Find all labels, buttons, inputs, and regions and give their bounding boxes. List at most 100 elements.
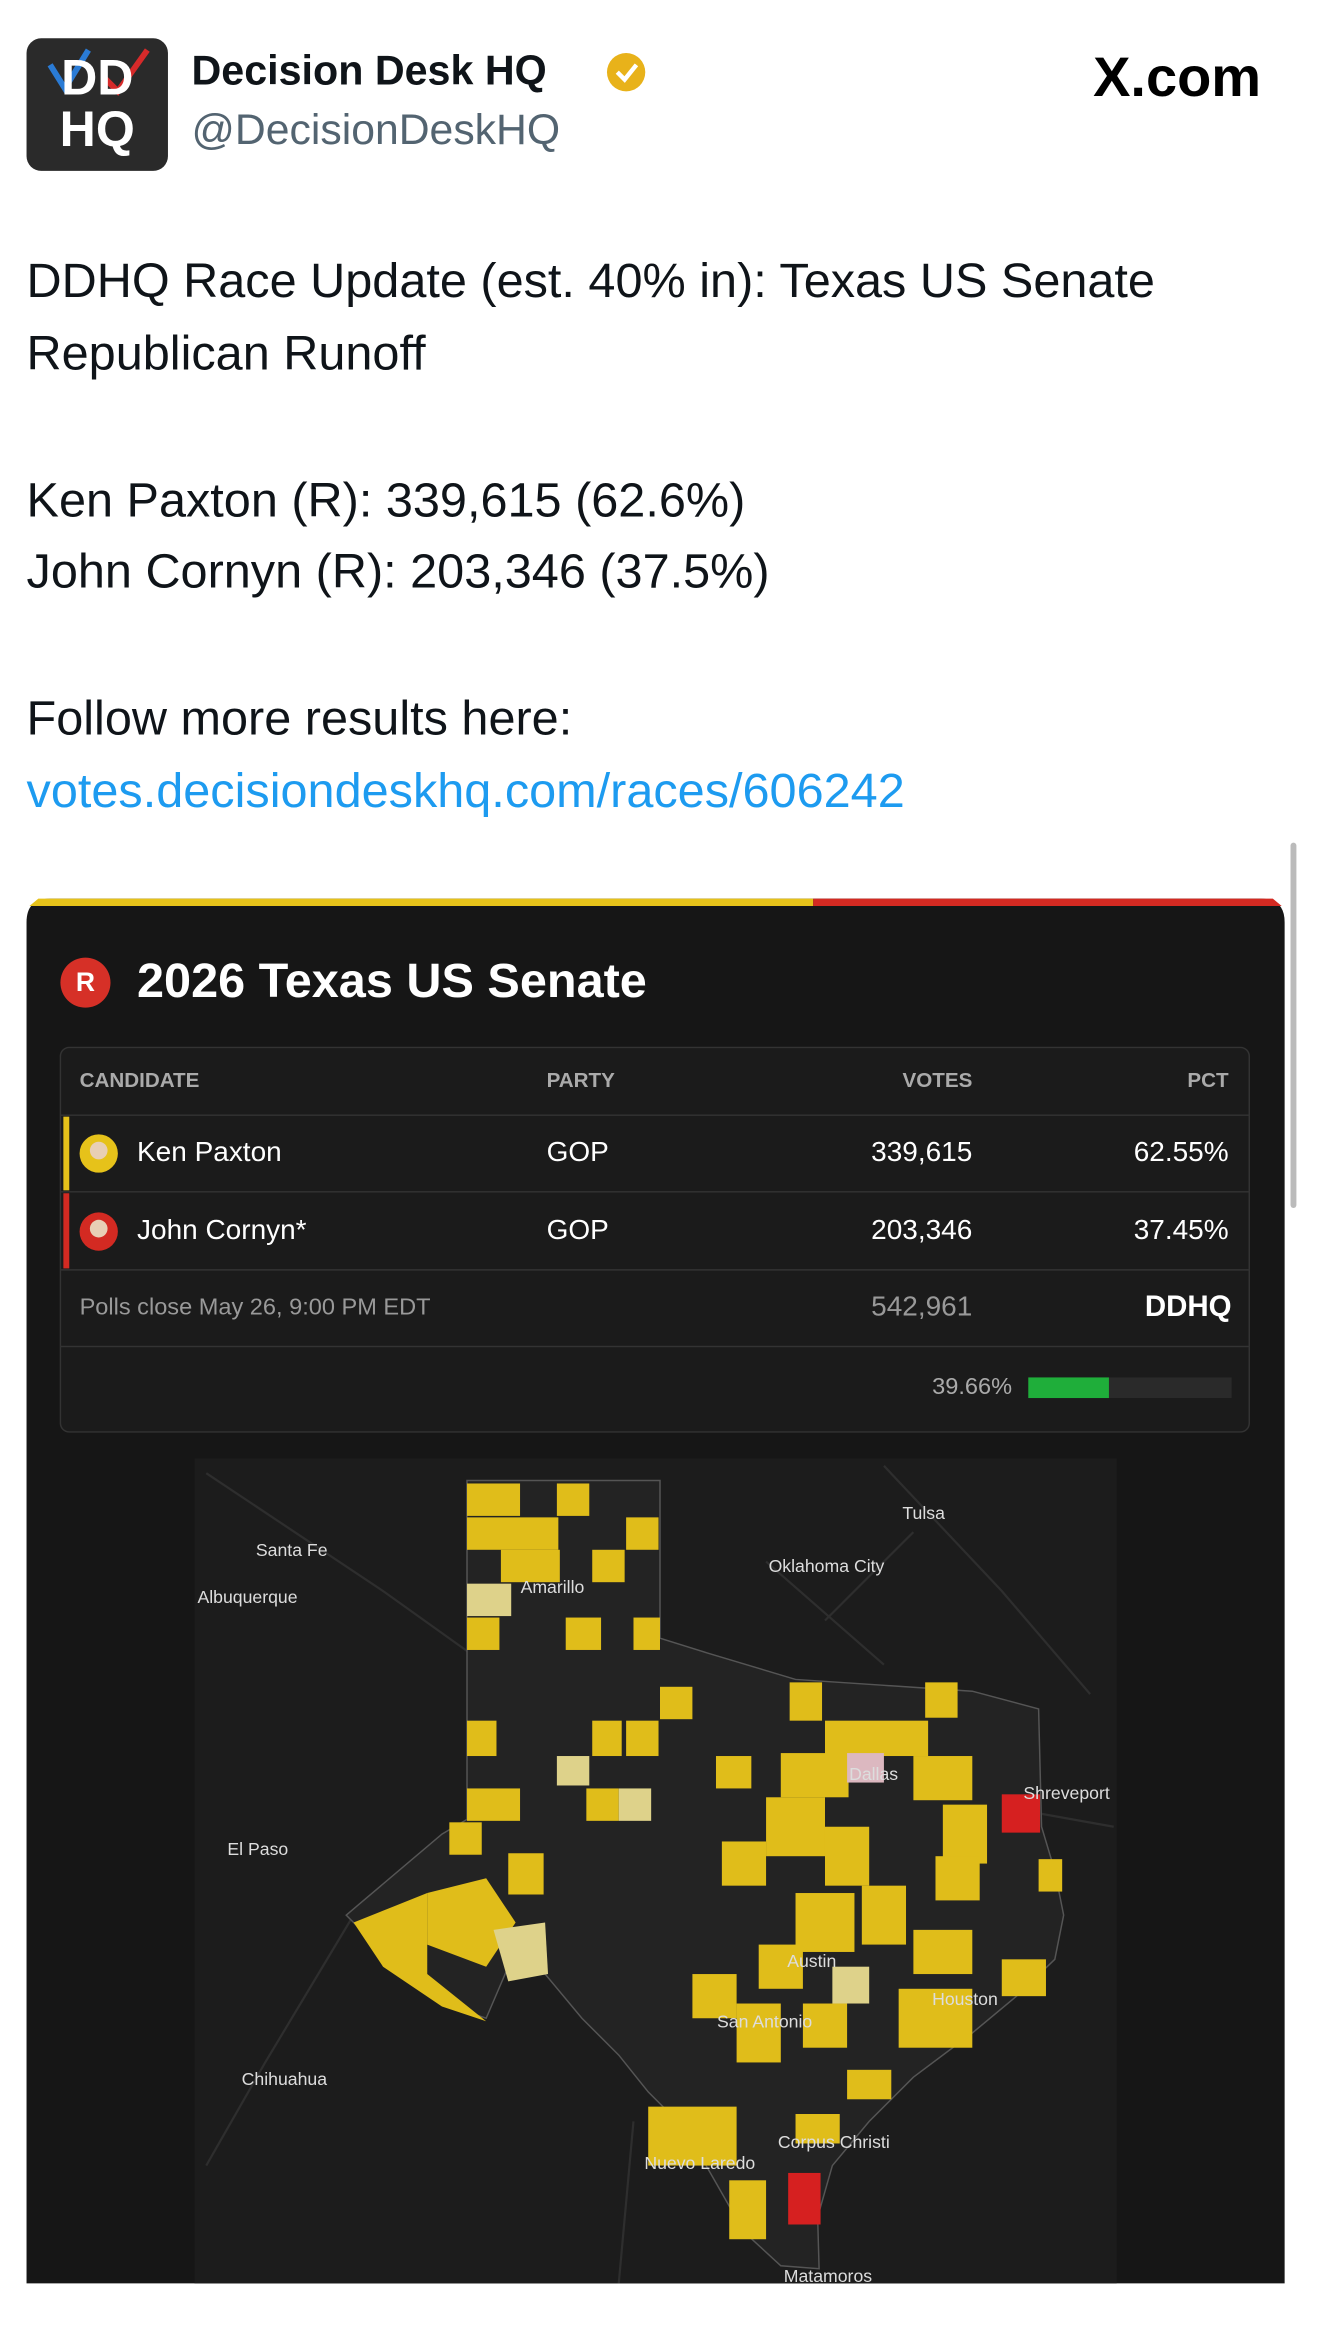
city-label: Shreveport [1023, 1783, 1109, 1803]
city-label: Chihuahua [242, 2069, 328, 2089]
county-group [467, 1583, 884, 2004]
votes: 203,346 [871, 1214, 972, 1245]
county [493, 1922, 549, 1982]
card-top-bar [813, 898, 1282, 907]
city-label: San Antonio [717, 2011, 812, 2031]
county [556, 1756, 590, 1786]
county [824, 1720, 929, 1757]
candidate-face [89, 1141, 108, 1160]
county [626, 1517, 659, 1550]
city-label: Corpus Christi [778, 2132, 890, 2152]
county [847, 1753, 884, 1783]
county [736, 2003, 781, 2063]
county [1001, 1959, 1046, 1997]
scrollbar [1290, 842, 1297, 1209]
county [729, 2180, 767, 2240]
tweet-line: DDHQ Race Update (est. 40% in): Texas US… [27, 254, 1155, 308]
county [898, 1988, 973, 2048]
county [795, 1893, 855, 1952]
county [508, 1853, 544, 1895]
county [467, 1720, 497, 1757]
county [780, 1753, 849, 1798]
county [832, 1966, 870, 2004]
total-votes: 542,961 [871, 1291, 972, 1322]
candidate-color [63, 1116, 70, 1191]
county [660, 1686, 693, 1720]
county [861, 1885, 907, 1945]
card-top-bar [29, 898, 814, 907]
county [758, 1944, 803, 1989]
city-label: Santa Fe [256, 1540, 328, 1560]
city-label: Dallas [849, 1764, 898, 1784]
votes: 339,615 [871, 1136, 972, 1167]
county [633, 1617, 660, 1650]
county [467, 1583, 512, 1617]
map-road [205, 1465, 1114, 2284]
ddhq-logo: DDHQ [1145, 1290, 1232, 1323]
party: GOP [547, 1136, 609, 1167]
city-label: Tulsa [902, 1503, 945, 1523]
city-label: Matamoros [784, 2266, 872, 2286]
tweet-line: Republican Runoff [27, 326, 427, 380]
site-label: X.com [1093, 45, 1261, 108]
county [802, 2003, 848, 2048]
result-card: R 2026 Texas US Senate CANDIDATE PARTY V… [26, 898, 1285, 2286]
tweet-line: Ken Paxton (R): 339,615 (62.6%) [27, 474, 746, 528]
county [1038, 1859, 1063, 1892]
county [942, 1804, 988, 1864]
county [467, 1517, 559, 1550]
county [556, 1483, 590, 1516]
display-name[interactable]: Decision Desk HQ [192, 48, 547, 94]
county [565, 1617, 602, 1650]
profile-header[interactable]: DD HQ Decision Desk HQ @DecisionDeskHQ [26, 38, 646, 171]
avatar-text: DD [61, 49, 133, 105]
column-header: CANDIDATE [80, 1069, 200, 1092]
county [467, 1483, 521, 1516]
avatar-check [101, 48, 150, 96]
county [592, 1549, 625, 1583]
county [353, 1893, 487, 2022]
reporting-bar [1028, 1377, 1109, 1399]
county [721, 1841, 767, 1886]
card-title: 2026 Texas US Senate [137, 954, 647, 1008]
county [449, 1822, 482, 1855]
column-header: VOTES [902, 1069, 972, 1092]
avatar-check [47, 48, 91, 94]
handle[interactable]: @DecisionDeskHQ [192, 106, 561, 154]
candidate-color [63, 1193, 70, 1269]
city-label: Austin [787, 1951, 836, 1971]
verified-check [615, 63, 639, 83]
tweet-line: John Cornyn (R): 203,346 (37.5%) [27, 544, 770, 598]
city-label: Nuevo Laredo [644, 2153, 755, 2173]
county-group [353, 1483, 1063, 2240]
county [847, 2069, 892, 2100]
county [824, 1826, 870, 1886]
party-badge-text: R [76, 967, 95, 997]
county [913, 1929, 973, 1975]
candidate-name: John Cornyn* [137, 1214, 307, 1245]
column-header: PARTY [547, 1069, 616, 1092]
verified-badge [606, 53, 646, 92]
results-table [59, 1046, 1251, 1433]
reporting-label: 39.66% [932, 1373, 1012, 1399]
county [795, 2114, 840, 2144]
county [925, 1682, 958, 1718]
county [618, 1788, 652, 1821]
city-label: Amarillo [521, 1577, 585, 1597]
county [592, 1720, 622, 1757]
city-label: Oklahoma City [769, 1556, 885, 1576]
column-header: PCT [1187, 1069, 1229, 1092]
tweet-link[interactable]: votes.decisiondeskhq.com/races/606242 [27, 764, 905, 818]
county [692, 1974, 737, 2019]
county [500, 1549, 560, 1583]
party: GOP [547, 1214, 609, 1245]
pct: 37.45% [1134, 1214, 1229, 1245]
city-label: Houston [932, 1989, 998, 2009]
candidate-face [89, 1219, 108, 1238]
party-badge [60, 957, 111, 1008]
polls-close: Polls close May 26, 9:00 PM EDT [80, 1293, 431, 1319]
city-label: El Paso [227, 1839, 288, 1859]
county [788, 2172, 821, 2225]
